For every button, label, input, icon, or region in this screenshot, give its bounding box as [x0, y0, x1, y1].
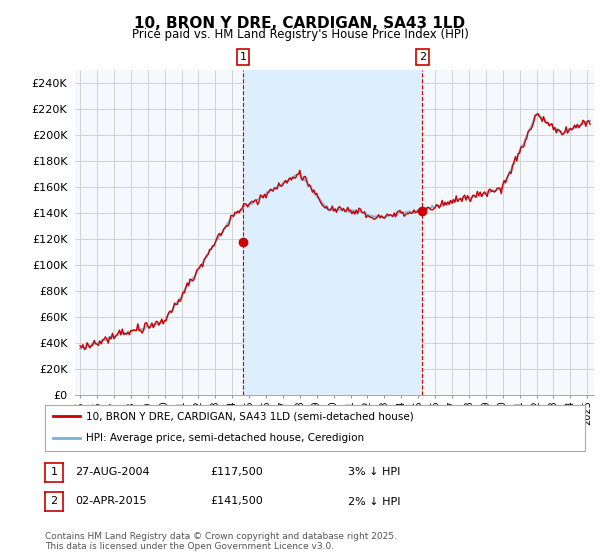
Text: 10, BRON Y DRE, CARDIGAN, SA43 1LD (semi-detached house): 10, BRON Y DRE, CARDIGAN, SA43 1LD (semi… — [86, 412, 413, 421]
Text: 02-APR-2015: 02-APR-2015 — [75, 497, 146, 506]
Text: 10, BRON Y DRE, CARDIGAN, SA43 1LD: 10, BRON Y DRE, CARDIGAN, SA43 1LD — [134, 16, 466, 31]
Text: 27-AUG-2004: 27-AUG-2004 — [75, 468, 149, 477]
Text: Price paid vs. HM Land Registry's House Price Index (HPI): Price paid vs. HM Land Registry's House … — [131, 28, 469, 41]
Text: 1: 1 — [50, 468, 58, 477]
Text: This data is licensed under the Open Government Licence v3.0.: This data is licensed under the Open Gov… — [45, 542, 334, 550]
Text: 1: 1 — [239, 52, 247, 62]
Text: Contains HM Land Registry data © Crown copyright and database right 2025.: Contains HM Land Registry data © Crown c… — [45, 532, 397, 541]
Text: £141,500: £141,500 — [210, 497, 263, 506]
Text: £117,500: £117,500 — [210, 468, 263, 477]
Text: 2: 2 — [419, 52, 426, 62]
Text: 2% ↓ HPI: 2% ↓ HPI — [348, 497, 401, 506]
Text: HPI: Average price, semi-detached house, Ceredigion: HPI: Average price, semi-detached house,… — [86, 433, 364, 443]
Bar — [243, 70, 422, 395]
Text: 3% ↓ HPI: 3% ↓ HPI — [348, 468, 400, 477]
Text: 2: 2 — [50, 497, 58, 506]
